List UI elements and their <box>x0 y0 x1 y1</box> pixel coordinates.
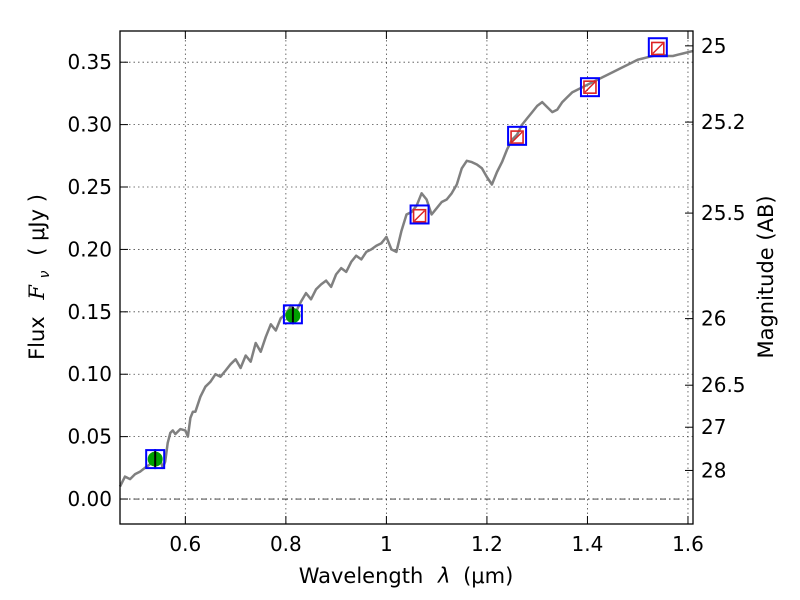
model-photometry-square <box>507 125 528 146</box>
y-tick-label: 0.10 <box>67 362 112 386</box>
x-tick-label: 0.8 <box>270 532 302 556</box>
model-photometry-square <box>409 204 430 225</box>
y-tick-label: 0.30 <box>67 113 112 137</box>
y-axis-label-symbol: F <box>25 284 49 301</box>
x-axis-label-text: Wavelength <box>299 564 424 588</box>
x-tick-label: 1.2 <box>471 532 503 556</box>
y-axis-label-text: Flux <box>25 316 49 360</box>
series-layer <box>118 49 694 488</box>
y2-tick-label: 26.5 <box>701 373 746 397</box>
grid-layer <box>120 31 693 524</box>
model-photometry-square <box>647 37 668 58</box>
x-axis-label: Wavelength λ (μm) <box>299 564 514 588</box>
y2-tick-label: 25 <box>701 34 726 58</box>
y-tick-label: 0.25 <box>67 175 112 199</box>
y2-tick-label: 28 <box>701 458 726 482</box>
upper-limit-slash <box>414 210 426 222</box>
tick-layer: 0.6 0.8 1 1.2 1.4 1.6 0.00 0.05 0.10 0.15 0.20 0.25… <box>67 31 746 556</box>
marker-layer <box>145 37 668 470</box>
y2-axis-label: Magnitude (AB) <box>754 195 778 358</box>
upper-limit-slash <box>584 81 596 93</box>
spectrum-line <box>118 49 694 488</box>
upper-limit-marker <box>510 130 524 144</box>
y-tick-label: 0.35 <box>67 50 112 74</box>
y-tick-label: 0.05 <box>67 425 112 449</box>
x-axis-label-symbol: λ <box>437 564 450 588</box>
y-axis-label-unit: ( μJy ) <box>25 194 49 256</box>
y2-tick-label: 25.2 <box>701 110 746 134</box>
upper-limit-marker <box>583 80 597 94</box>
x-tick-label: 0.6 <box>169 532 201 556</box>
model-photometry-square <box>282 304 303 325</box>
y-axis-label-subscript: ν <box>37 270 53 278</box>
upper-limit-slash <box>652 42 664 54</box>
upper-limit-slash <box>511 131 523 143</box>
upper-limit-marker <box>651 41 665 56</box>
x-tick-label: 1 <box>380 532 393 556</box>
x-axis-label-unit: (μm) <box>463 564 513 588</box>
y2-tick-label: 25.5 <box>701 201 746 225</box>
y-axis-label: Flux F ν ( μJy ) <box>25 194 54 360</box>
plot-frame <box>119 30 694 525</box>
model-photometry-square <box>145 449 166 470</box>
y-tick-label: 0.00 <box>67 487 112 511</box>
upper-limit-marker <box>412 208 427 223</box>
x-tick-label: 1.6 <box>672 532 704 556</box>
y2-tick-label: 26 <box>701 307 726 331</box>
y-tick-label: 0.20 <box>67 237 112 261</box>
y-tick-label: 0.15 <box>67 300 112 324</box>
model-photometry-square <box>579 77 600 98</box>
x-tick-label: 1.4 <box>572 532 604 556</box>
y2-tick-label: 27 <box>701 415 726 439</box>
